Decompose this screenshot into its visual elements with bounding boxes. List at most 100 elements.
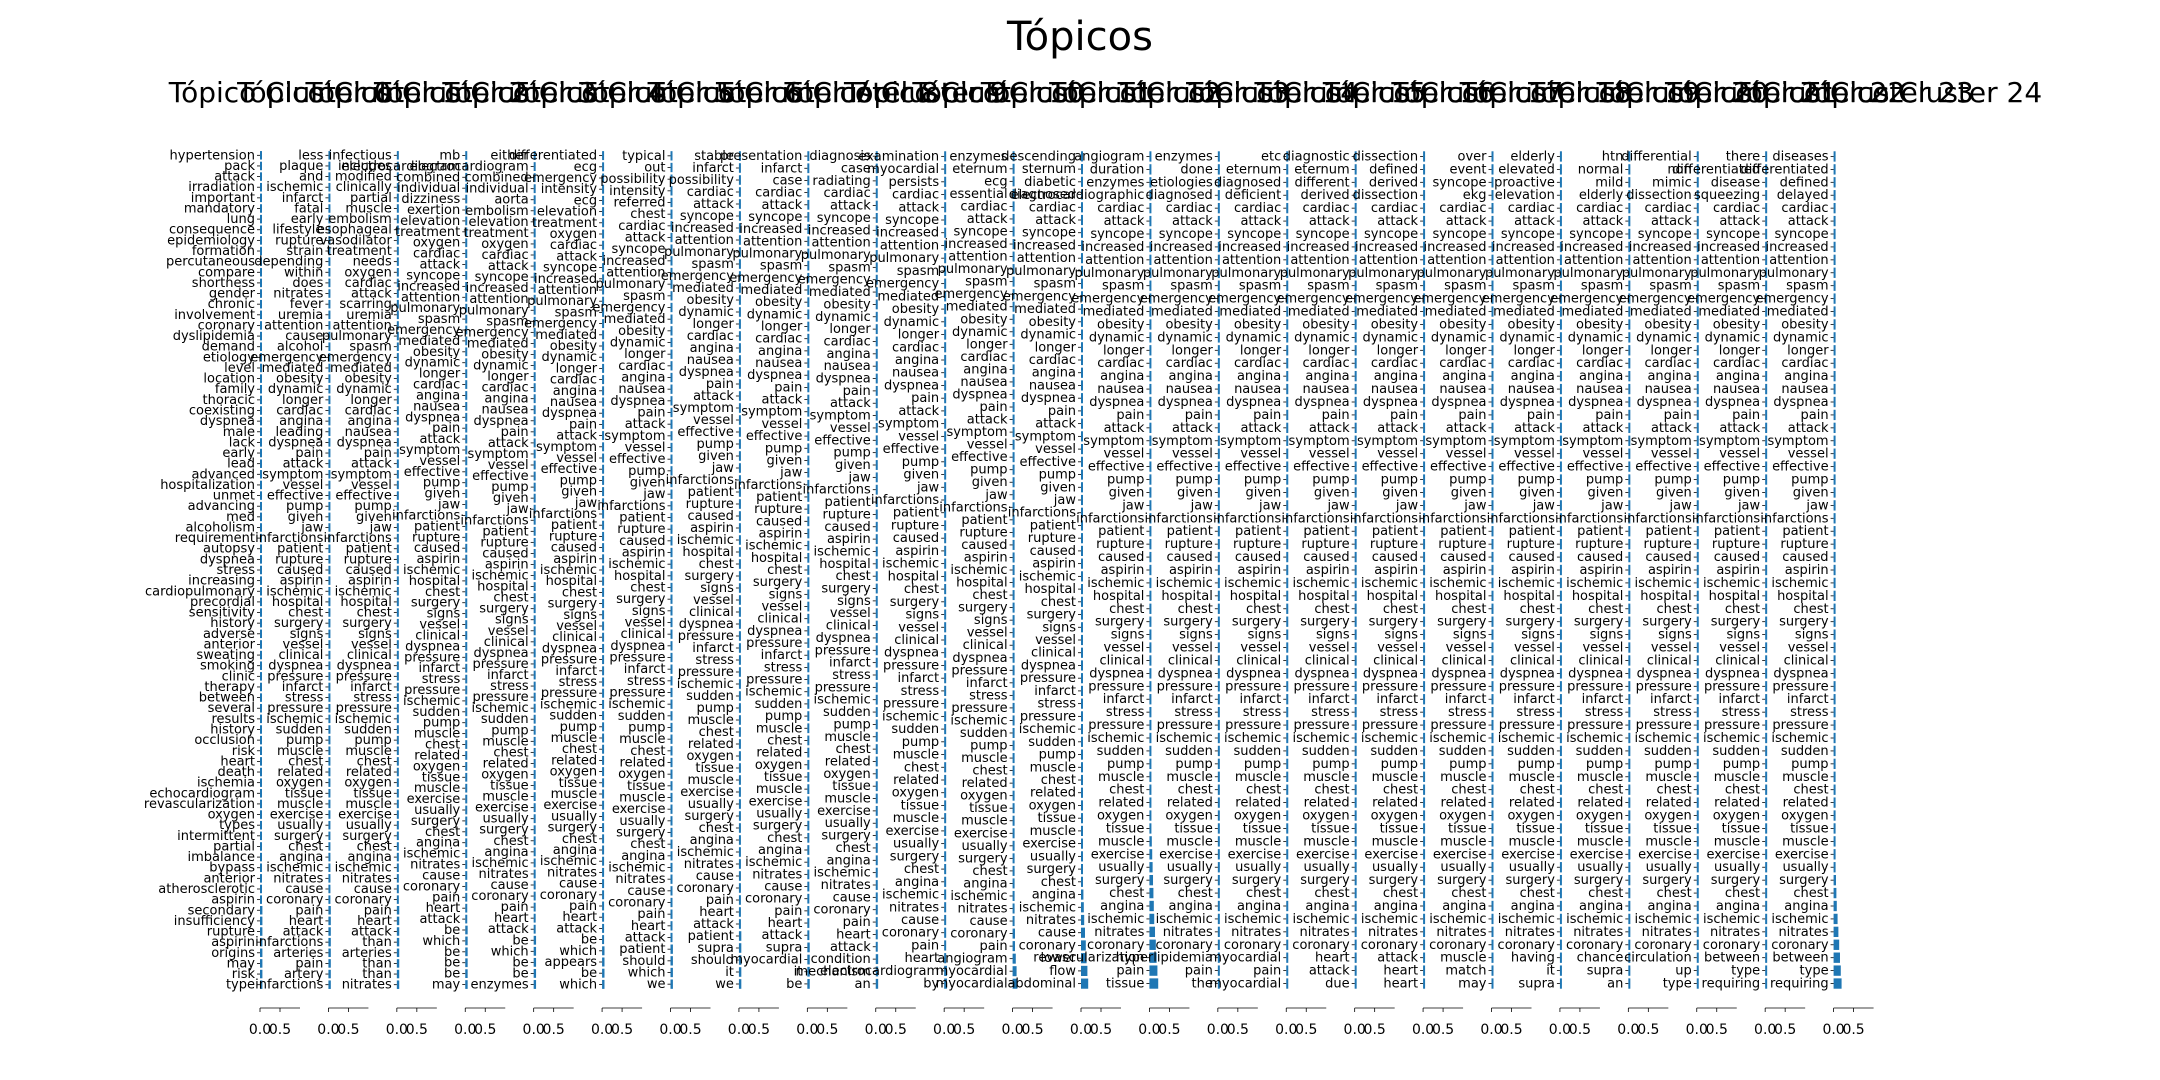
y-tick-label: obesity xyxy=(413,345,461,360)
bar xyxy=(875,398,878,409)
bar xyxy=(465,391,468,400)
bar xyxy=(1149,383,1152,395)
bar xyxy=(1491,668,1494,679)
bar xyxy=(670,571,673,581)
bar xyxy=(1765,629,1768,640)
y-tick-label: dyspnea xyxy=(268,435,323,450)
bar xyxy=(1491,474,1494,485)
y-tick-label: involvement xyxy=(174,308,255,323)
y-tick-label: emergency xyxy=(250,350,323,365)
bar xyxy=(1286,164,1289,175)
bar xyxy=(1765,681,1768,692)
bar xyxy=(1286,719,1289,731)
y-tick-label: vessel xyxy=(625,616,666,631)
y-tick-label: lung xyxy=(227,212,255,227)
bar xyxy=(1354,655,1357,666)
bar xyxy=(1149,655,1152,666)
x-tick-label: 0.5 xyxy=(885,1022,907,1038)
bar xyxy=(465,674,468,684)
bar xyxy=(875,744,878,755)
bar xyxy=(260,342,262,351)
bar xyxy=(1696,319,1699,330)
bar xyxy=(1149,590,1152,602)
y-tick-label: given xyxy=(561,485,597,500)
bar xyxy=(1833,370,1836,382)
y-tick-label: be xyxy=(444,967,460,982)
bar xyxy=(1286,616,1289,627)
y-tick-label: given xyxy=(288,510,324,525)
bar xyxy=(396,268,399,277)
y-tick-label: be xyxy=(444,956,460,971)
bar xyxy=(1012,828,1015,839)
x-tick-label: 0.0 xyxy=(523,1022,545,1038)
bar xyxy=(670,582,673,593)
bar xyxy=(533,957,537,967)
bar xyxy=(1012,966,1017,977)
bar xyxy=(328,161,331,171)
bar xyxy=(1628,939,1631,950)
y-tick-label: surgery xyxy=(274,616,324,631)
y-tick-label: ischemic xyxy=(335,584,392,599)
bar xyxy=(1354,280,1357,291)
bar xyxy=(1081,393,1083,404)
bar xyxy=(260,863,262,872)
bar xyxy=(328,512,331,522)
bar xyxy=(738,439,741,449)
bar xyxy=(1491,874,1494,886)
bar xyxy=(1217,202,1220,214)
y-tick-label: longer xyxy=(419,367,461,382)
y-tick-label: mandatory xyxy=(184,201,255,216)
y-tick-label: pain xyxy=(295,903,323,918)
bar xyxy=(1628,577,1631,589)
bar xyxy=(875,978,879,989)
bar xyxy=(807,346,810,356)
bar xyxy=(260,703,262,713)
bar xyxy=(260,661,262,670)
bar xyxy=(1559,874,1562,886)
bar xyxy=(738,967,742,977)
bar xyxy=(1286,358,1289,369)
bar xyxy=(1559,836,1562,847)
y-tick-label: stress xyxy=(285,691,324,706)
bar xyxy=(533,604,536,614)
bar xyxy=(533,781,536,790)
bar xyxy=(465,238,468,248)
y-tick-label: symptom xyxy=(604,429,665,444)
y-tick-label: dynamic xyxy=(473,359,529,374)
bar xyxy=(1012,464,1015,475)
bar xyxy=(602,296,605,306)
bar xyxy=(396,512,399,522)
y-tick-label: within xyxy=(284,265,323,280)
bar xyxy=(1217,319,1220,330)
bar xyxy=(1833,228,1836,240)
bar xyxy=(807,918,810,928)
bar xyxy=(1081,787,1083,798)
y-tick-label: vasodilator xyxy=(320,233,393,248)
x-tick-label: 0.5 xyxy=(337,1022,359,1038)
bar xyxy=(738,667,741,677)
bar xyxy=(1628,913,1631,925)
y-tick-label: tissue xyxy=(285,786,324,801)
bar xyxy=(1217,655,1220,666)
bar xyxy=(260,810,262,819)
bar xyxy=(807,796,810,807)
bar xyxy=(1354,849,1357,860)
bar xyxy=(738,199,741,209)
bar xyxy=(1423,319,1426,330)
bar xyxy=(738,643,741,653)
bar xyxy=(738,391,741,401)
bar xyxy=(1559,926,1562,938)
y-tick-label: surgery xyxy=(548,597,598,612)
bar xyxy=(602,487,605,497)
bar xyxy=(875,311,878,322)
y-tick-label: stress xyxy=(627,674,666,689)
y-tick-label: attention xyxy=(469,292,528,307)
bar xyxy=(1217,616,1220,627)
y-tick-label: aspirin xyxy=(553,552,597,567)
y-tick-label: precordial xyxy=(190,595,255,610)
bar xyxy=(807,528,810,539)
bar xyxy=(533,869,536,879)
bar xyxy=(1149,422,1152,434)
bar xyxy=(1217,332,1220,343)
bar xyxy=(1833,241,1836,253)
